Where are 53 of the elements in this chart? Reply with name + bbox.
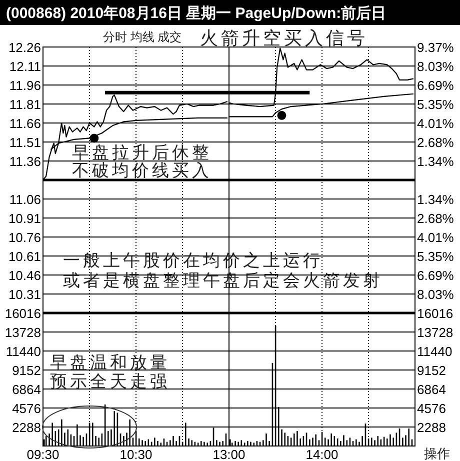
y-tick-label: 11.06: [9, 192, 41, 207]
annotation: 早盘拉升后休整: [72, 143, 212, 162]
text: 1.34%: [417, 192, 454, 208]
x-tick-label: 10:30: [120, 447, 152, 461]
text: 9.37%: [417, 40, 454, 55]
title-bar: (000868) 2010年08月16日 星期一 PageUp/Down:前后日: [0, 0, 460, 25]
text: 2.68%: [417, 134, 454, 150]
y-tick-label: 11.66: [9, 116, 41, 131]
y-tick-label: 12.11: [9, 59, 41, 74]
x-tick-label: 09:30: [26, 447, 60, 461]
annotation: 预示全天走强: [50, 372, 170, 391]
text: 6.69%: [417, 268, 454, 283]
text: 分时 均线 成交: [103, 30, 182, 44]
annotation: 火箭升空买入信号: [200, 28, 368, 48]
y-tick-label: 11.36: [9, 154, 41, 169]
y-tick-label: 11440: [6, 344, 41, 359]
text: 4.01%: [417, 116, 454, 132]
y-tick-label: 13728: [417, 325, 454, 340]
y-tick-label: 9152: [417, 363, 446, 378]
y-tick-label: 4576: [417, 401, 446, 416]
y-tick-label: 11.51: [9, 135, 41, 150]
text: 8.03%: [417, 59, 454, 74]
y-tick-label: 6864: [417, 382, 446, 397]
y-tick-label: 11.96: [9, 78, 41, 93]
text: 操作: [424, 446, 450, 461]
y-tick-label: 10.91: [8, 211, 41, 226]
annotation: 不破均价线买入: [72, 161, 212, 180]
text: 8.03%: [417, 286, 454, 302]
x-tick-label: 13:00: [212, 447, 246, 461]
y-tick-label: 9152: [12, 363, 41, 378]
text: 5.35%: [417, 97, 454, 112]
y-tick-label: 2288: [417, 420, 446, 435]
y-tick-label: 10.76: [8, 230, 41, 245]
y-tick-label: 10.61: [8, 249, 41, 264]
y-tick-label: 11440: [417, 344, 452, 359]
y-tick-label: 10.31: [8, 287, 41, 302]
chart-title: (000868) 2010年08月16日 星期一 PageUp/Down:前后日: [6, 5, 386, 22]
text: 2.68%: [417, 211, 454, 226]
y-tick-label: 4576: [12, 401, 41, 416]
text: 1.34%: [417, 154, 454, 169]
text: 5.35%: [417, 248, 454, 264]
y-tick-label: 12.26: [8, 40, 41, 55]
annotation: 早盘温和放量: [50, 353, 170, 372]
y-tick-label: 10.46: [8, 268, 41, 283]
x-tick-label: 14:00: [306, 447, 338, 461]
text: 6.69%: [417, 78, 454, 94]
y-tick-label: 6864: [12, 382, 41, 397]
y-tick-label: 11.81: [9, 97, 41, 112]
text: 4.01%: [417, 230, 454, 245]
y-tick-label: 16016: [417, 306, 454, 321]
y-tick-label: 2288: [12, 420, 41, 435]
y-tick-label: 13728: [4, 325, 41, 340]
y-tick-label: 16016: [4, 306, 41, 321]
